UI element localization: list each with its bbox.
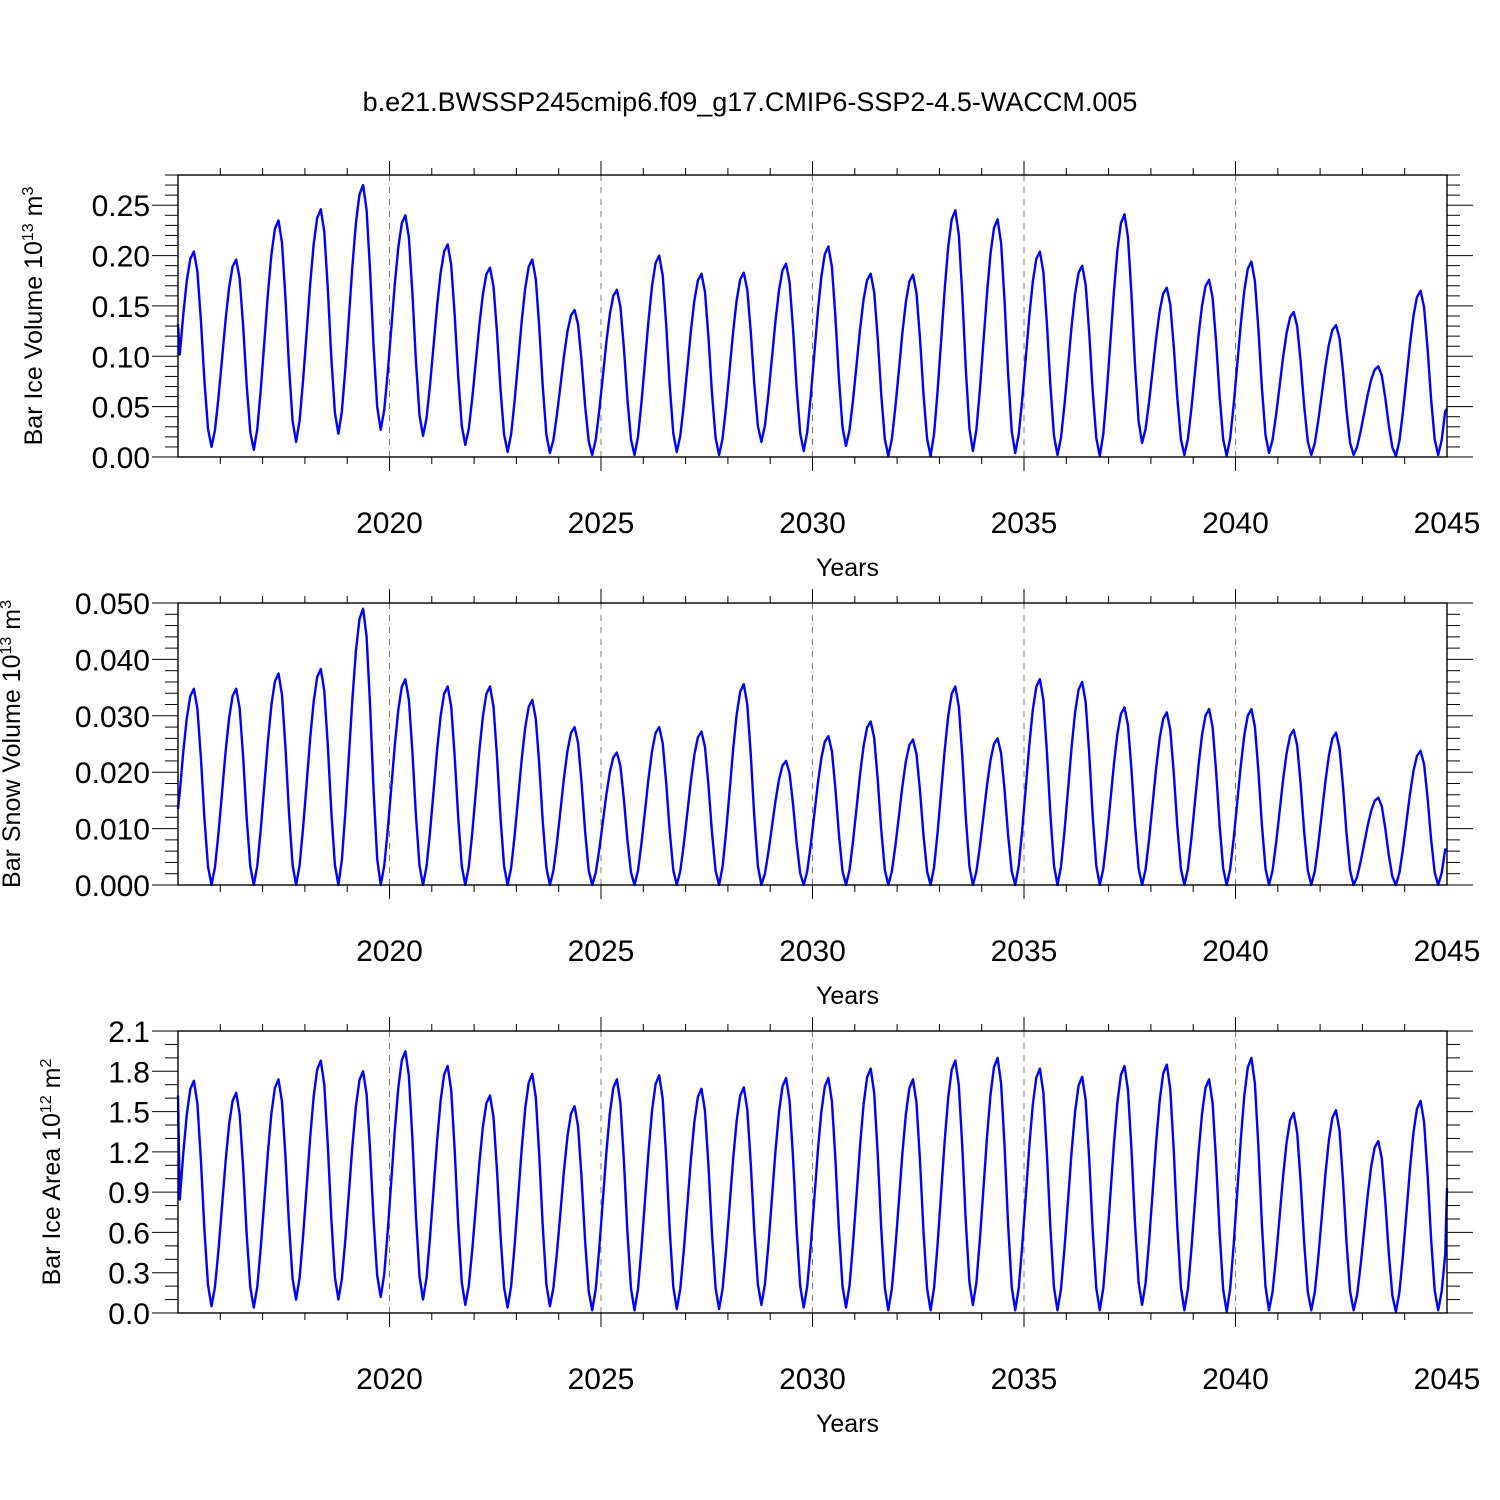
snow-volume-y-tick-label: 0.020: [75, 757, 150, 790]
ice-volume-x-tick-label: 2040: [1202, 507, 1269, 540]
ice-volume-y-tick-label: 0.15: [92, 291, 150, 324]
snow-volume-y-axis-title: Bar Snow Volume 1013 m3: [0, 600, 26, 888]
ice-area-y-tick-label: 0.6: [108, 1217, 150, 1250]
ice-volume-x-tick-label: 2025: [568, 507, 635, 540]
ice-volume-x-tick-label: 2045: [1414, 507, 1481, 540]
snow-volume-x-tick-label: 2025: [568, 935, 635, 968]
ice-area-y-tick-label: 0.9: [108, 1177, 150, 1210]
ice-volume-y-tick-label: 0.20: [92, 241, 150, 274]
ice-area-x-axis-title: Years: [816, 1410, 879, 1438]
ice-volume-y-tick-label: 0.00: [92, 442, 150, 475]
ice-area-x-tick-label: 2035: [991, 1363, 1058, 1396]
figure-title: b.e21.BWSSP245cmip6.f09_g17.CMIP6-SSP2-4…: [363, 87, 1138, 117]
ice-area-y-tick-label: 1.2: [108, 1137, 150, 1170]
snow-volume-series-line: [176, 607, 1448, 887]
ice-area-y-tick-label: 1.8: [108, 1056, 150, 1089]
ice-volume-y-tick-label: 0.05: [92, 392, 150, 425]
ice-area-y-tick-label: 0.3: [108, 1258, 150, 1291]
ice-volume-panel: 2020 2025 2030 2035 2040 2045 Years 0.00 0.05 0.1…: [20, 161, 1480, 582]
snow-volume-x-tick-label: 2040: [1202, 935, 1269, 968]
snow-volume-x-tick-label: 2045: [1414, 935, 1481, 968]
snow-volume-x-tick-label: 2030: [779, 935, 846, 968]
ice-volume-series-line: [176, 183, 1449, 458]
snow-volume-x-axis-title: Years: [816, 982, 879, 1010]
ice-area-y-tick-label: 1.5: [108, 1097, 150, 1130]
ice-area-x-tick-label: 2020: [356, 1363, 423, 1396]
ice-area-panel: 2020 2025 2030 2035 2040 2045 Years 0.0 0.3 0.6 0.…: [38, 1016, 1480, 1438]
snow-volume-x-tick-label: 2020: [356, 935, 423, 968]
snow-volume-x-tick-label: 2035: [991, 935, 1058, 968]
ice-area-plot-frame: [177, 1030, 1448, 1314]
ice-volume-y-axis-title: Bar Ice Volume 1013 m3: [20, 187, 48, 446]
ice-volume-y-tick-label: 0.25: [92, 190, 150, 223]
snow-volume-y-tick-label: 0.030: [75, 701, 150, 734]
ice-area-y-tick-label: 2.1: [108, 1016, 150, 1049]
snow-volume-y-tick-label: 0.040: [75, 644, 150, 677]
ice-volume-x-tick-label: 2030: [779, 507, 846, 540]
ice-volume-y-tick-label: 0.10: [92, 341, 150, 374]
ice-area-x-tick-label: 2040: [1202, 1363, 1269, 1396]
ice-volume-x-axis-title: Years: [816, 554, 879, 582]
ice-volume-x-tick-label: 2020: [356, 507, 423, 540]
snow-volume-y-tick-label: 0.010: [75, 814, 150, 847]
snow-volume-y-tick-label: 0.050: [75, 588, 150, 621]
ice-area-x-tick-label: 2025: [568, 1363, 635, 1396]
ice-area-series-line: [176, 1050, 1449, 1313]
ice-volume-x-tick-label: 2035: [991, 507, 1058, 540]
snow-volume-y-tick-label: 0.000: [75, 870, 150, 903]
snow-volume-panel: 2020 2025 2030 2035 2040 2045 Years 0.000 0.010 0…: [0, 588, 1480, 1010]
ice-area-y-axis-title: Bar Ice Area 1012 m2: [38, 1059, 66, 1286]
ice-area-x-tick-label: 2045: [1414, 1363, 1481, 1396]
ice-area-y-tick-label: 0.0: [108, 1298, 150, 1331]
ice-area-x-tick-label: 2030: [779, 1363, 846, 1396]
